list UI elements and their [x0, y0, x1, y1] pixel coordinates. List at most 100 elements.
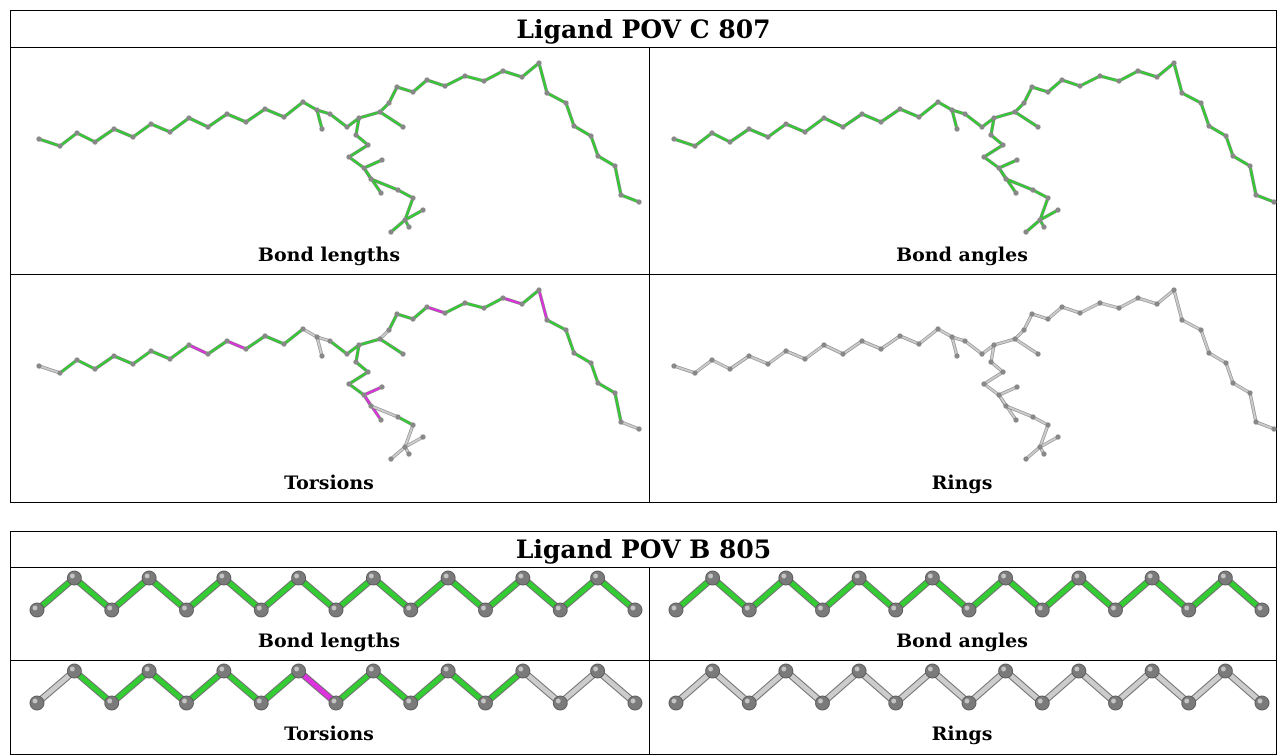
atom: [141, 570, 157, 586]
atom: [571, 350, 577, 356]
bond: [370, 575, 414, 613]
bond: [1224, 134, 1235, 158]
atom: [365, 570, 381, 586]
atom: [627, 695, 643, 711]
atom: [1037, 444, 1043, 450]
atom: [1181, 602, 1197, 618]
bond: [520, 61, 541, 79]
atom-highlight: [1037, 605, 1043, 611]
atom: [1247, 163, 1253, 169]
bond: [1186, 668, 1228, 706]
bond: [1113, 668, 1155, 706]
atom: [961, 602, 977, 618]
bond: [396, 415, 415, 427]
atom: [979, 351, 985, 357]
panel-caption: Torsions: [284, 472, 374, 494]
bond: [1024, 218, 1042, 234]
atom: [179, 602, 194, 618]
bond: [1038, 435, 1060, 449]
bond: [408, 575, 451, 613]
atom: [888, 695, 904, 711]
atom: [1253, 192, 1259, 198]
panel-torsions: Torsions: [11, 275, 649, 503]
atom: [1171, 287, 1177, 293]
atom-highlight: [144, 573, 150, 579]
atom: [74, 130, 80, 136]
bond: [395, 312, 415, 321]
atom: [353, 359, 359, 365]
atom: [344, 124, 350, 130]
atom: [519, 74, 525, 80]
atom: [1000, 142, 1006, 148]
bond: [463, 301, 486, 310]
bond: [328, 112, 349, 129]
bond: [387, 85, 399, 105]
atom: [148, 121, 154, 127]
atom: [563, 100, 569, 106]
atom: [741, 695, 757, 711]
atom: [859, 338, 865, 344]
bond: [963, 339, 984, 356]
bond: [463, 74, 486, 83]
bond: [315, 335, 324, 358]
bond: [595, 668, 638, 706]
atom: [935, 99, 941, 105]
ligand-title: Ligand POV C 807: [11, 11, 1276, 48]
panel-caption: Torsions: [284, 723, 374, 745]
atom: [636, 199, 642, 205]
atom: [924, 570, 940, 586]
atom: [104, 695, 120, 711]
bond: [989, 343, 996, 364]
bond: [389, 218, 407, 234]
bond: [693, 358, 714, 375]
ligand-table-b805: Ligand POV B 805 Bond lengths Bond angle…: [10, 531, 1277, 755]
atom-highlight: [964, 605, 970, 611]
atom: [612, 390, 618, 396]
bond: [1098, 301, 1121, 310]
bond: [58, 358, 79, 375]
atom-highlight: [107, 698, 113, 704]
bond: [1222, 575, 1265, 613]
atom: [216, 663, 232, 679]
atom-highlight: [671, 698, 677, 704]
atom-highlight: [32, 605, 38, 611]
atom: [92, 139, 98, 145]
atom-highlight: [182, 698, 187, 704]
bond: [387, 312, 399, 332]
bond: [557, 575, 601, 613]
atom: [328, 695, 344, 711]
atom: [1029, 311, 1035, 317]
bond: [354, 360, 370, 374]
atom: [57, 143, 63, 149]
bond: [784, 349, 807, 361]
molecule-diagram: [671, 287, 1277, 462]
bond: [746, 575, 789, 613]
atom: [424, 77, 430, 83]
bond: [1248, 164, 1258, 197]
atom: [746, 126, 752, 132]
atom: [378, 190, 384, 196]
column-divider: [649, 48, 650, 503]
atom: [815, 695, 830, 711]
atom: [1206, 350, 1212, 356]
atom: [281, 114, 287, 120]
atom: [442, 83, 448, 89]
bond: [369, 404, 400, 419]
atom-highlight: [1147, 666, 1153, 672]
bond: [820, 668, 862, 706]
panel-bond-lengths: Bond lengths: [11, 568, 649, 660]
atom-highlight: [891, 698, 897, 704]
atom-highlight: [368, 666, 374, 672]
bond: [564, 101, 576, 128]
atom: [291, 663, 307, 679]
atom: [29, 602, 45, 618]
atom: [544, 90, 550, 96]
bond: [1199, 101, 1211, 128]
bond: [589, 134, 600, 158]
atom: [916, 114, 922, 120]
bond: [112, 354, 135, 366]
atom: [1059, 77, 1065, 83]
atom: [319, 126, 325, 132]
atom: [253, 602, 269, 618]
atom: [410, 316, 416, 322]
